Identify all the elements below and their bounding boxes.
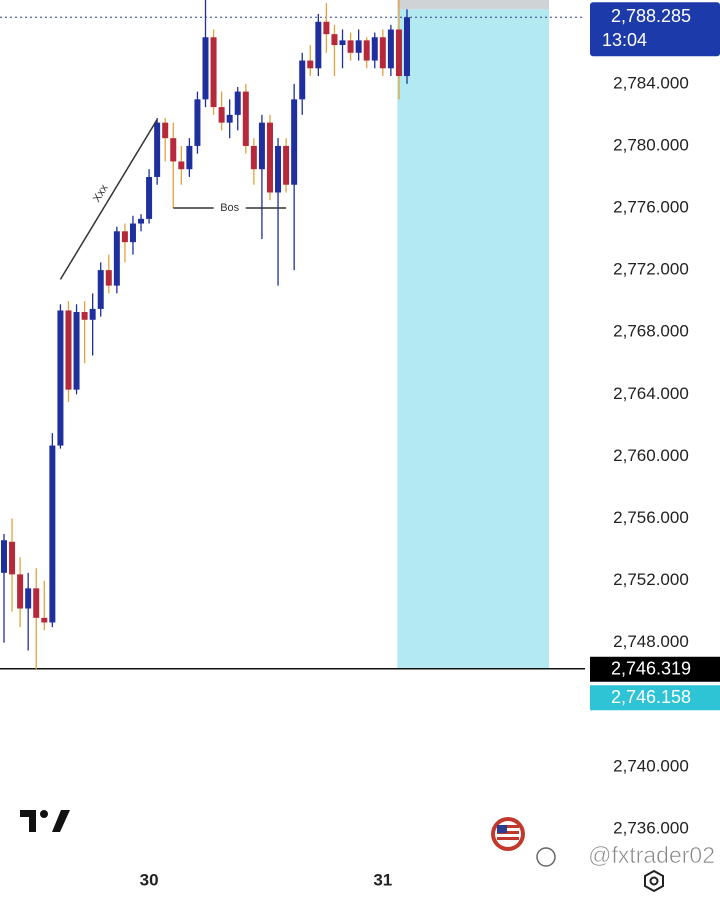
candle-body (250, 145, 257, 170)
candle-body (347, 40, 354, 53)
settings-icon[interactable] (644, 869, 664, 893)
candle-body (194, 99, 201, 146)
candle-body (49, 445, 56, 623)
candle-body (234, 91, 241, 115)
candle-body (379, 37, 386, 69)
y-tick-label: 2,768.000 (613, 322, 689, 341)
y-tick-label: 2,748.000 (613, 632, 689, 651)
y-tick-label: 2,752.000 (613, 570, 689, 589)
candle-body (315, 21, 322, 69)
candle-body (138, 218, 145, 224)
candle-body (170, 138, 177, 162)
candle-body (283, 145, 290, 185)
flag-icon (491, 817, 525, 851)
candle-body (339, 40, 346, 46)
candle-body (258, 122, 265, 170)
candle-body (25, 588, 32, 609)
candle-body (65, 310, 72, 390)
price-label-box (590, 656, 720, 682)
y-tick-label: 2,780.000 (613, 135, 689, 154)
candle-body (97, 270, 104, 309)
candle-body (331, 34, 338, 46)
price-label: 2,746.319 (611, 659, 691, 679)
tradingview-logo (20, 810, 70, 832)
candle-body (73, 312, 80, 390)
candle-body (275, 145, 282, 193)
price-label: 2,746.158 (611, 687, 691, 707)
position-stop (397, 0, 549, 10)
candle-body (387, 29, 394, 69)
candle-body (242, 91, 249, 146)
y-tick-label: 2,772.000 (613, 260, 689, 279)
candle-body (355, 40, 362, 53)
plot: 2,736.000 2,740.000 2,748.000 2,752.000 2,75… (0, 0, 689, 889)
candle-body (129, 223, 136, 243)
y-tick-label: 2,760.000 (613, 446, 689, 465)
candle-body (1, 540, 7, 573)
y-tick-label: 2,776.000 (613, 197, 689, 216)
price-label-time: 13:04 (602, 30, 647, 50)
overlay: 2,788.285 13:04 2,746.319 2,746.158 (590, 2, 720, 711)
candle-body (299, 60, 306, 100)
candle-body (89, 308, 96, 320)
candle-body (17, 574, 24, 609)
candle-body (57, 310, 64, 446)
watermark: @fxtrader02 (588, 842, 715, 868)
y-tick-label: 2,736.000 (613, 818, 689, 837)
x-tick-label: 31 (373, 870, 392, 889)
y-tick-label: 2,756.000 (613, 508, 689, 527)
candle-body (323, 21, 330, 35)
candle-body (371, 37, 378, 61)
candle-body (186, 145, 193, 170)
candle-body (113, 231, 120, 286)
candle-body (307, 60, 314, 69)
candle-body (33, 588, 40, 618)
price-label-box (590, 2, 720, 57)
y-tick-label: 2,764.000 (613, 384, 689, 403)
annotation-label: Bos (220, 202, 239, 214)
y-tick-label: 2,784.000 (613, 73, 689, 92)
price-label: 2,788.285 (611, 6, 691, 26)
candle-body (41, 617, 48, 623)
candle-body (218, 107, 225, 123)
price-label-box (590, 685, 720, 711)
candle-body (178, 161, 185, 170)
y-tick-label: 2,740.000 (613, 756, 689, 775)
candle-body (202, 37, 209, 100)
candle-body (154, 122, 161, 177)
candle-body (226, 114, 233, 123)
candle-body (146, 176, 153, 219)
annotation-line (59, 119, 158, 280)
candle-body (210, 37, 217, 108)
candle-body (105, 270, 112, 286)
candle-body (395, 29, 402, 77)
candle-body (162, 122, 169, 139)
candle-body (81, 312, 88, 320)
candle-body (266, 122, 273, 193)
x-tick-label: 30 (140, 870, 159, 889)
candle-body (121, 231, 128, 243)
position-target (397, 9, 549, 669)
candle-body (404, 17, 410, 77)
candle-body (291, 99, 298, 185)
candle-body (9, 541, 16, 575)
watermark-icon (536, 847, 556, 867)
candle-body (363, 40, 370, 61)
